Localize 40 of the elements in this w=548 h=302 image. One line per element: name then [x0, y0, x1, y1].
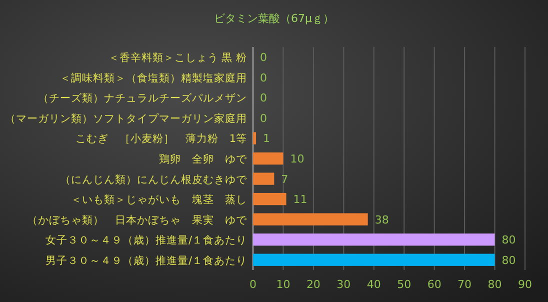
data-label: 0 — [260, 112, 267, 125]
data-label: 7 — [281, 172, 288, 186]
x-tick-label: 30 — [336, 278, 351, 291]
data-label: 38 — [374, 213, 389, 226]
x-tick-label: 90 — [518, 278, 532, 291]
y-tick-label: ＜香辛料類＞こしょう 黒 粉 — [108, 51, 247, 64]
chart-title: ビタミン葉酸（67μｇ） — [214, 12, 334, 25]
y-tick-label: 鶏卵 全卵 ゆで — [159, 152, 248, 166]
data-label: 1 — [263, 132, 270, 146]
y-tick-label: ＜いも類＞じゃがいも 塊茎 蒸し — [71, 193, 247, 206]
bar — [253, 234, 495, 246]
data-label: 80 — [502, 234, 516, 247]
y-tick-label: （チーズ類）ナチュラルチーズパルメザン — [38, 92, 247, 105]
y-tick-label: 男子３０～４９（歳）推進量/１食あたり — [45, 254, 247, 267]
x-tick-label: 80 — [488, 278, 502, 291]
y-tick-label: （マーガリン類）ソフトタイプマーガリン家庭用 — [5, 112, 247, 125]
x-tick-label: 50 — [397, 278, 412, 291]
data-label: 0 — [260, 51, 267, 64]
y-tick-label: （かぼちゃ類） 日本かぼちゃ 果実 ゆで — [27, 213, 248, 226]
bar — [253, 172, 274, 185]
y-tick-label: ＜調味料類＞（食塩類）精製塩家庭用 — [60, 71, 247, 84]
y-tick-label: 女子３０～４９（歳）推進量/１食あたり — [45, 234, 247, 247]
x-tick-label: 10 — [276, 278, 290, 291]
data-label: 11 — [293, 193, 308, 206]
data-label: 80 — [502, 254, 516, 267]
bar — [253, 192, 286, 206]
bar — [253, 152, 284, 165]
data-label: 10 — [290, 152, 304, 166]
data-label: 0 — [260, 71, 267, 84]
x-tick-label: 40 — [366, 278, 381, 291]
y-tick-label: （にんじん類）にんじん根皮むきゆで — [60, 172, 248, 186]
x-tick-label: 70 — [458, 278, 472, 291]
y-tick-label: こむぎ ［小麦粉］ 薄力粉 1等 — [75, 132, 247, 146]
bar — [253, 213, 368, 226]
data-label: 0 — [260, 92, 267, 105]
bar — [253, 132, 256, 144]
x-tick-label: 0 — [250, 278, 256, 291]
x-tick-label: 20 — [306, 278, 320, 291]
bar — [253, 254, 495, 266]
x-tick-label: 60 — [427, 278, 442, 291]
